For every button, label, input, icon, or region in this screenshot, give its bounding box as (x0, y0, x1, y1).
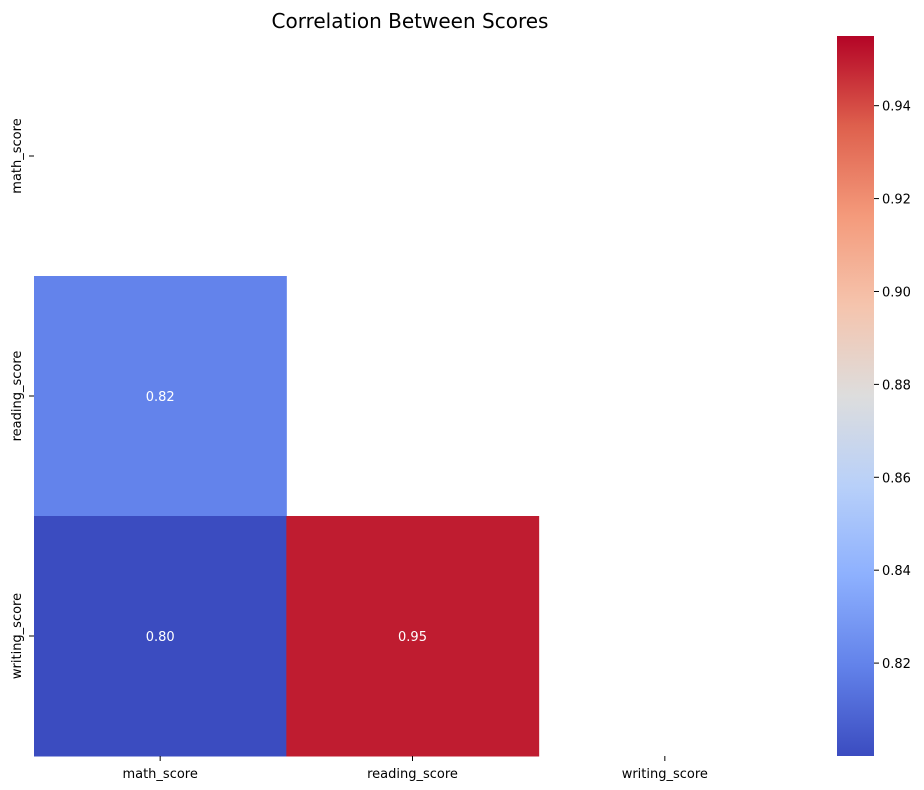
cell-label-writing_score-math_score: 0.80 (146, 630, 175, 645)
y-tick-label-writing_score: writing_score (10, 593, 25, 679)
x-tick-label-writing_score: writing_score (622, 767, 708, 782)
y-tick-label-math_score: math_score (10, 118, 25, 193)
colorbar-tick-label-5: 0.92 (882, 193, 911, 208)
colorbar-tick-label-1: 0.84 (882, 564, 911, 579)
heatmap-cell-writing_score-reading_score (286, 516, 540, 757)
colorbar-tick-label-4: 0.90 (882, 285, 911, 300)
x-axis: math_score reading_score writing_score (122, 756, 708, 782)
colorbar-gradient (837, 36, 874, 756)
colorbar: 0.82 0.84 0.86 0.88 0.90 0.92 0.94 (837, 36, 911, 756)
x-tick-label-math_score: math_score (122, 767, 197, 782)
colorbar-tick-label-0: 0.82 (882, 657, 911, 672)
heatmap-cell-writing_score-math_score (34, 516, 287, 757)
cell-label-writing_score-reading_score: 0.95 (398, 630, 427, 645)
y-tick-label-reading_score: reading_score (10, 351, 25, 442)
cell-label-reading_score-math_score: 0.82 (146, 390, 175, 405)
colorbar-tick-label-3: 0.88 (882, 378, 911, 393)
heatmap-cell-reading_score-math_score (34, 276, 287, 517)
y-axis: math_score reading_score writing_score (10, 118, 34, 679)
chart-title: Correlation Between Scores (272, 9, 549, 33)
colorbar-tick-label-2: 0.86 (882, 471, 911, 486)
colorbar-tick-label-6: 0.94 (882, 100, 911, 115)
x-tick-label-reading_score: reading_score (367, 767, 458, 782)
heatmap-cells: 0.82 0.80 0.95 (34, 276, 540, 757)
